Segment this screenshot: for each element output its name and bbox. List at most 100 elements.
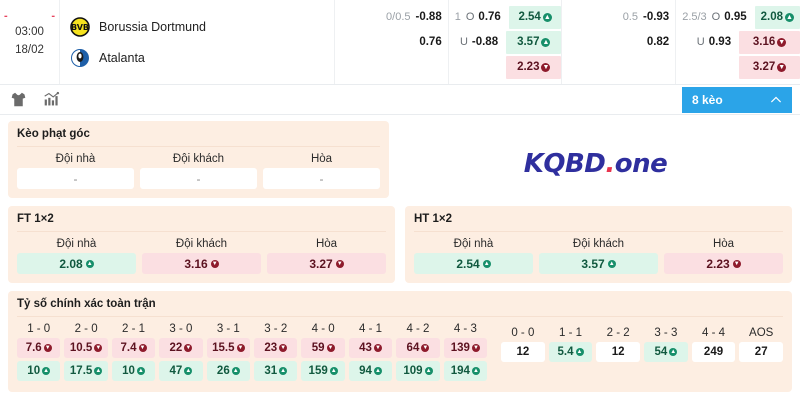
draw-score-cell[interactable]: 5.4 ▲: [548, 342, 593, 362]
total-line: 1: [454, 11, 461, 23]
odds-cell-under-1[interactable]: U -0.88: [448, 30, 505, 54]
arrow-up-icon: ▲: [279, 367, 288, 375]
draw-score-cell[interactable]: 12: [501, 342, 545, 362]
ft-ht-row: FT 1×2 Đội nhà Đội khách Hòa 2.08 ▲ 3.16…: [8, 206, 792, 291]
correct-score-cell[interactable]: 47 ▲: [159, 361, 203, 381]
correct-score-cell[interactable]: 59 ▼: [301, 338, 345, 358]
corner-kick-values: - - -: [17, 168, 380, 189]
odds-cell-hcap-3[interactable]: 0.5 -0.93: [562, 5, 676, 29]
correct-score-cell[interactable]: 26 ▲: [206, 361, 251, 381]
ft-value-away[interactable]: 3.16 ▼: [142, 253, 261, 274]
arrow-down-icon: ▼: [210, 259, 219, 268]
logo-text: KQBD.one: [524, 149, 668, 179]
ft-1x2-panel: FT 1×2 Đội nhà Đội khách Hòa 2.08 ▲ 3.16…: [8, 206, 395, 283]
ht-home-odds: 2.54: [456, 256, 480, 271]
result-odds-ft-home[interactable]: 2.08 ▲: [754, 5, 800, 29]
odds-cell-hcap-4[interactable]: 0.82: [562, 30, 676, 54]
ft-value-draw[interactable]: 3.27 ▼: [267, 253, 386, 274]
atalanta-crest-icon: [70, 48, 90, 68]
draw-score-row: 12 5.4 ▲ 12 54 ▲ 249 27: [501, 342, 784, 362]
correct-score-cell[interactable]: 7.6 ▼: [17, 338, 61, 358]
jersey-icon[interactable]: [10, 91, 27, 108]
draw-score-column-header: AOS: [749, 327, 774, 339]
arrow-up-icon: ▲: [136, 367, 145, 375]
correct-score-cell[interactable]: 159 ▲: [301, 361, 345, 381]
ft-home-odds: 2.08: [59, 256, 83, 271]
correct-score-cell[interactable]: 31 ▲: [254, 361, 298, 381]
ft-value-home[interactable]: 2.08 ▲: [17, 253, 136, 274]
correct-score-cell[interactable]: 194 ▲: [443, 361, 488, 381]
corner-value-draw[interactable]: -: [263, 168, 380, 189]
result-value: 3.27: [752, 61, 776, 73]
correct-score-cell[interactable]: 43 ▼: [348, 338, 393, 358]
draw-score-cell[interactable]: 12: [596, 342, 641, 362]
result-odds-ft-draw[interactable]: 3.27 ▼: [739, 55, 800, 79]
correct-score-cell[interactable]: 94 ▲: [348, 361, 393, 381]
result-odds-ft-away[interactable]: 3.16 ▼: [739, 30, 800, 54]
correct-score-cell[interactable]: 17.5 ▲: [64, 361, 108, 381]
correct-score-cell[interactable]: 10.5 ▼: [64, 338, 108, 358]
odds-cell-over-2[interactable]: 2.5/3 O 0.95: [676, 5, 753, 29]
odds-value: 0.95: [724, 11, 747, 23]
arrow-down-icon: ▼: [326, 344, 335, 352]
match-time-column: - - 03:00 18/02: [0, 0, 60, 84]
over-label: O: [711, 11, 721, 23]
correct-score-cell[interactable]: 7.4 ▼: [111, 338, 156, 358]
result-odds-ht-draw[interactable]: 2.23 ▼: [506, 55, 562, 79]
match-row: - - 03:00 18/02 BVB Borussia Dortmund: [0, 0, 800, 85]
odds-cell-hcap-1[interactable]: 0/0.5 -0.88: [335, 5, 448, 29]
arrow-up-icon: ▲: [94, 367, 103, 375]
ft-head-draw: Hòa: [315, 238, 338, 250]
arrow-down-icon: ▼: [335, 259, 344, 268]
correct-score-column-header: 4 - 1: [359, 323, 383, 335]
svg-text:BVB: BVB: [71, 23, 89, 32]
correct-score-column-header: 3 - 0: [169, 323, 193, 335]
score-placeholders: - -: [0, 8, 59, 25]
correct-score-cell[interactable]: 10 ▲: [17, 361, 61, 381]
under-label: U: [696, 36, 705, 48]
correct-score-cell[interactable]: 22 ▼: [159, 338, 203, 358]
arrow-down-icon: ▼: [777, 37, 787, 47]
correct-score-headers: 1 - 0 2 - 0 2 - 1 3 - 0 3 - 1 3 - 2 4 - 0 4 - 1…: [17, 319, 487, 338]
ht-value-away[interactable]: 3.57 ▲: [539, 253, 658, 274]
odds-block-handicap-2: 0.5 -0.93 0.82: [561, 0, 676, 84]
logo-suffix: one: [614, 148, 668, 179]
ht-value-draw[interactable]: 2.23 ▼: [664, 253, 783, 274]
correct-score-column-header: 4 - 0: [311, 323, 335, 335]
result-value: 2.08: [760, 11, 784, 23]
correct-score-cell[interactable]: 64 ▼: [396, 338, 440, 358]
odds-grid: 0/0.5 -0.88 0.76 1: [335, 0, 800, 84]
away-team-row[interactable]: Atalanta: [70, 48, 334, 68]
corner-value-home[interactable]: -: [17, 168, 134, 189]
result-odds-ht-away[interactable]: 3.57 ▲: [506, 30, 562, 54]
stats-chart-icon[interactable]: [43, 91, 60, 108]
correct-score-cell[interactable]: 15.5 ▼: [206, 338, 251, 358]
draw-score-cell[interactable]: 27: [739, 342, 784, 362]
ht-head-away: Đội khách: [572, 238, 625, 250]
ht-away-odds: 3.57: [581, 256, 605, 271]
odds-line: 0.5 -0.93: [562, 5, 676, 29]
draw-score-cell[interactable]: 249: [691, 342, 736, 362]
ft-head-away: Đội khách: [175, 238, 228, 250]
odds-cell-over-1[interactable]: 1 O 0.76: [448, 5, 507, 29]
odds-cell-under-2[interactable]: U 0.93: [676, 30, 738, 54]
keo-count-button[interactable]: 8 kèo: [682, 87, 792, 113]
correct-score-cell[interactable]: 139 ▼: [443, 338, 488, 358]
arrow-down-icon: ▼: [777, 62, 787, 72]
ht-value-home[interactable]: 2.54 ▲: [414, 253, 533, 274]
arrow-up-icon: ▲: [329, 367, 338, 375]
draw-score-cell[interactable]: 54 ▲: [644, 342, 688, 362]
corner-value-away[interactable]: -: [140, 168, 257, 189]
result-odds-ht-home[interactable]: 2.54 ▲: [508, 5, 562, 29]
correct-score-cell[interactable]: 23 ▼: [254, 338, 298, 358]
arrow-down-icon: ▼: [541, 62, 551, 72]
ht-1x2-panel: HT 1×2 Đội nhà Đội khách Hòa 2.54 ▲ 3.57…: [405, 206, 792, 283]
home-team-row[interactable]: BVB Borussia Dortmund: [70, 16, 334, 37]
arrow-down-icon: ▼: [471, 344, 480, 352]
odds-cell-hcap-2[interactable]: 0.76: [335, 30, 448, 54]
correct-score-cell[interactable]: 109 ▲: [396, 361, 440, 381]
result-value: 2.54: [518, 11, 541, 23]
correct-score-cell[interactable]: 10 ▲: [111, 361, 156, 381]
odds-line: [335, 56, 448, 79]
handicap-line: 0/0.5: [386, 11, 411, 23]
